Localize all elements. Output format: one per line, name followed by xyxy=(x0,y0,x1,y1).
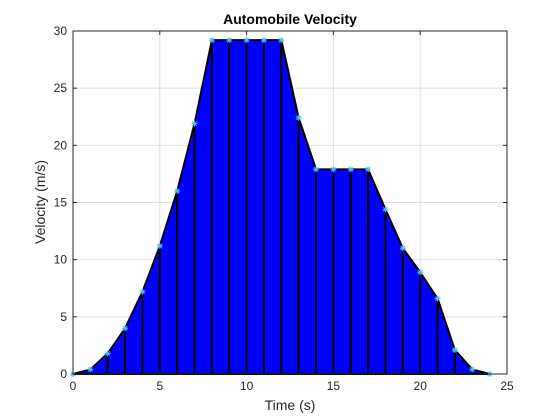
data-point-marker xyxy=(226,37,233,44)
marker-group xyxy=(70,37,493,377)
area-segment xyxy=(262,39,283,375)
data-point-marker xyxy=(382,206,389,213)
y-tick-label: 5 xyxy=(60,310,67,324)
y-tick-label: 25 xyxy=(54,81,68,95)
data-point-marker xyxy=(122,325,129,332)
area-segment xyxy=(315,168,335,375)
area-segment xyxy=(210,39,231,375)
x-tick-label: 0 xyxy=(70,379,77,393)
x-tick-labels: 0 5 10 15 20 25 xyxy=(70,379,514,393)
data-point-marker xyxy=(174,188,181,195)
data-point-marker xyxy=(434,295,441,302)
data-point-marker xyxy=(208,37,215,44)
x-tick-label: 15 xyxy=(327,379,341,393)
tick-marks xyxy=(72,30,508,375)
data-point-marker xyxy=(365,166,372,173)
x-tick-label: 20 xyxy=(414,379,428,393)
x-axis-label: Time (s) xyxy=(265,397,316,413)
y-tick-label: 10 xyxy=(54,253,68,267)
area-segment xyxy=(349,168,370,375)
bar-group xyxy=(72,39,491,375)
data-point-marker xyxy=(260,37,267,44)
data-point-marker xyxy=(469,366,476,373)
data-point-marker xyxy=(347,166,354,173)
data-point-marker xyxy=(451,346,458,353)
y-tick-label: 20 xyxy=(54,138,68,152)
area-segment xyxy=(401,247,422,375)
y-axis-label: Velocity (m/s) xyxy=(32,160,48,244)
data-point-marker xyxy=(139,288,146,295)
data-point-marker xyxy=(87,366,94,373)
x-tick-label: 5 xyxy=(156,379,163,393)
x-tick-label: 25 xyxy=(500,379,514,393)
area-segment xyxy=(228,39,248,375)
data-point-marker xyxy=(330,166,337,173)
x-tick-label: 10 xyxy=(240,379,254,393)
area-segment xyxy=(332,168,352,375)
data-point-marker xyxy=(295,114,302,121)
data-point-marker xyxy=(104,350,111,357)
y-tick-labels: 0 5 10 15 20 25 30 xyxy=(54,24,68,381)
data-point-marker xyxy=(156,242,163,249)
data-point-marker xyxy=(399,245,406,252)
y-tick-label: 0 xyxy=(60,367,67,381)
data-point-marker xyxy=(278,37,285,44)
data-point-marker xyxy=(313,166,320,173)
data-point-marker xyxy=(243,37,250,44)
data-point-marker xyxy=(417,269,424,276)
y-tick-label: 15 xyxy=(54,196,68,210)
chart-title: Automobile Velocity xyxy=(223,11,357,27)
data-point-marker xyxy=(191,120,198,127)
area-segment xyxy=(245,39,265,375)
y-tick-label: 30 xyxy=(54,24,68,38)
